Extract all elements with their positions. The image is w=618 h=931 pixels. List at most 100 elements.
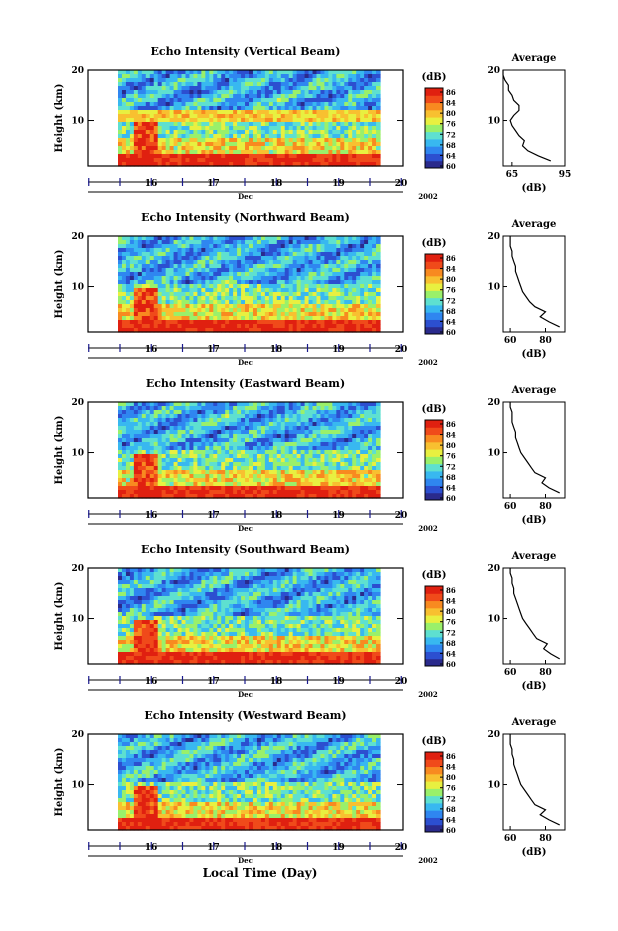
profile-line <box>502 70 552 162</box>
colorbar-tick-label: 86 <box>446 420 456 429</box>
colorbar-tick-label: 80 <box>446 275 456 284</box>
profile-x-tick-label: 80 <box>539 834 552 844</box>
colorbar-tick-label: 64 <box>446 815 456 824</box>
profile-x-tick-label: 60 <box>504 668 517 678</box>
y-tick-label: 20 <box>71 564 84 574</box>
profile-xlabel: (dB) <box>522 681 547 692</box>
colorbar-swatch <box>425 622 443 631</box>
colorbar-tick-label: 60 <box>446 162 456 171</box>
profile-frame <box>502 567 566 665</box>
colorbar-unit: (dB) <box>422 736 447 747</box>
x-tick-label: 20 <box>395 843 408 853</box>
x-tick-label: 16 <box>145 179 158 189</box>
colorbar-swatch <box>425 254 443 262</box>
colorbar-swatch <box>425 485 443 494</box>
colorbar-tick-label: 84 <box>446 265 456 274</box>
y-tick-label: 10 <box>71 781 84 791</box>
profile-x-tick-label: 80 <box>539 668 552 678</box>
profile-frame <box>502 401 566 499</box>
x-tick-label: 16 <box>145 843 158 853</box>
profile-title: Average <box>511 219 557 230</box>
year-label: 2002 <box>418 192 438 201</box>
colorbar-swatch <box>425 441 443 450</box>
colorbar-tick-label: 84 <box>446 597 456 606</box>
colorbar-tick-label: 72 <box>446 462 456 471</box>
year-label: 2002 <box>418 856 438 865</box>
colorbar-swatch <box>425 629 443 638</box>
x-tick-label: 16 <box>145 345 158 355</box>
colorbar-swatch <box>425 117 443 125</box>
x-tick-label: 20 <box>395 345 408 355</box>
y-axis-label: Height (km) <box>54 250 65 319</box>
profile-x-tick-label: 80 <box>539 336 552 346</box>
colorbar-tick-label: 64 <box>446 483 456 492</box>
colorbar-swatch <box>425 146 443 154</box>
colorbar-swatch <box>425 326 443 335</box>
profile-frame <box>502 69 566 167</box>
x-tick-label: 20 <box>395 511 408 521</box>
colorbar-tick-label: 60 <box>446 660 456 669</box>
colorbar-swatch <box>425 290 443 299</box>
colorbar-unit: (dB) <box>422 238 447 249</box>
profile-xlabel: (dB) <box>522 349 547 360</box>
y-axis-label: Height (km) <box>54 84 65 153</box>
colorbar-frame <box>424 585 444 667</box>
colorbar-frame <box>424 751 444 833</box>
colorbar-swatch <box>425 88 443 96</box>
colorbar-tick-label: 68 <box>446 473 456 482</box>
panel-2: Echo Intensity (Northward Beam) Height (k… <box>54 211 566 367</box>
profile-line <box>509 236 560 328</box>
colorbar-swatch <box>425 781 443 789</box>
colorbar-swatch <box>425 275 443 284</box>
colorbar-swatch <box>425 261 443 270</box>
year-label: 2002 <box>418 358 438 367</box>
profile-y-tick-label: 20 <box>487 66 500 76</box>
x-tick-label: 17 <box>207 345 220 355</box>
colorbar-tick-label: 80 <box>446 607 456 616</box>
colorbar-tick-label: 76 <box>446 452 456 461</box>
plot-frame <box>87 401 404 499</box>
profile-title: Average <box>511 717 557 728</box>
profile-xlabel: (dB) <box>522 515 547 526</box>
colorbar-unit: (dB) <box>422 72 447 83</box>
x-tick-label: 18 <box>270 511 283 521</box>
profile-y-tick-label: 10 <box>487 283 500 293</box>
panel-title: Echo Intensity (Westward Beam) <box>144 709 346 722</box>
profile-xlabel: (dB) <box>522 847 547 858</box>
month-label: Dec <box>238 524 253 533</box>
colorbar-swatch <box>425 470 443 479</box>
colorbar-swatch <box>425 600 443 609</box>
colorbar-tick-label: 84 <box>446 763 456 772</box>
colorbar-unit: (dB) <box>422 404 447 415</box>
profile-y-tick-label: 10 <box>487 615 500 625</box>
year-label: 2002 <box>418 690 438 699</box>
x-tick-label: 19 <box>332 843 345 853</box>
colorbar-swatch <box>425 434 443 443</box>
colorbar-swatch <box>425 810 443 818</box>
colorbar-swatch <box>425 420 443 428</box>
panel-5: Echo Intensity (Westward Beam) Height (km… <box>54 709 566 865</box>
y-tick-label: 20 <box>71 232 84 242</box>
profile-x-tick-label: 65 <box>506 170 519 180</box>
colorbar-tick-label: 76 <box>446 618 456 627</box>
panel-3: Echo Intensity (Eastward Beam) Height (km… <box>54 377 566 533</box>
colorbar-tick-label: 72 <box>446 794 456 803</box>
month-label: Dec <box>238 358 253 367</box>
colorbar-swatch <box>425 817 443 826</box>
y-axis-label: Height (km) <box>54 748 65 817</box>
colorbar-tick-label: 64 <box>446 317 456 326</box>
colorbar-swatch <box>425 651 443 660</box>
profile-frame <box>502 235 566 333</box>
colorbar-swatch <box>425 95 443 104</box>
profile-frame <box>502 733 566 831</box>
colorbar-tick-label: 68 <box>446 639 456 648</box>
x-tick-label: 18 <box>270 345 283 355</box>
profile-line <box>509 402 560 494</box>
profile-x-tick-label: 60 <box>504 502 517 512</box>
x-tick-label: 20 <box>395 179 408 189</box>
profile-title: Average <box>511 385 557 396</box>
y-tick-label: 20 <box>71 66 84 76</box>
colorbar-tick-label: 68 <box>446 805 456 814</box>
x-tick-label: 17 <box>207 677 220 687</box>
colorbar-unit: (dB) <box>422 570 447 581</box>
